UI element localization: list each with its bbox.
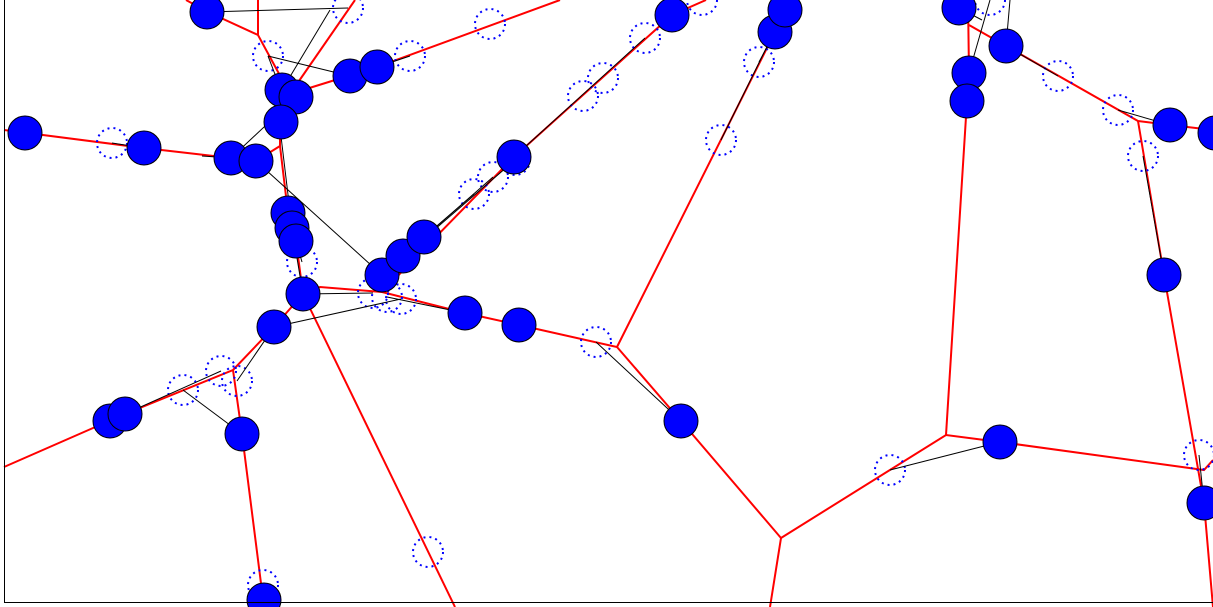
ghost-node bbox=[874, 454, 906, 486]
ghost-node bbox=[458, 178, 490, 210]
ghost-node bbox=[705, 124, 737, 156]
edge-line bbox=[289, 0, 561, 95]
node bbox=[654, 0, 690, 33]
node bbox=[949, 83, 985, 119]
ghost-node bbox=[252, 40, 284, 72]
node bbox=[285, 276, 321, 312]
ghost-node bbox=[412, 536, 444, 568]
ghost-node bbox=[474, 8, 506, 40]
node bbox=[7, 115, 43, 151]
node bbox=[238, 143, 274, 179]
displacement-arrow bbox=[889, 442, 1000, 471]
node bbox=[767, 0, 803, 28]
node bbox=[256, 309, 292, 345]
node bbox=[982, 424, 1018, 460]
displacement-arrow bbox=[1142, 155, 1164, 275]
ghost-node bbox=[974, 0, 1006, 16]
ghost-node bbox=[743, 46, 775, 78]
node bbox=[224, 416, 260, 452]
node bbox=[988, 28, 1024, 64]
node bbox=[1146, 257, 1182, 293]
node bbox=[496, 139, 532, 175]
ghost-node bbox=[385, 283, 417, 315]
ghost-node bbox=[286, 246, 318, 278]
ghost-node bbox=[247, 569, 279, 601]
ghost-node bbox=[167, 374, 199, 406]
ghost-node bbox=[567, 80, 599, 112]
ghost-node bbox=[1183, 439, 1213, 471]
node bbox=[263, 104, 299, 140]
displacement-arrow bbox=[274, 298, 402, 327]
ghost-node bbox=[1102, 94, 1134, 126]
node bbox=[246, 582, 282, 607]
ghost-node bbox=[96, 127, 128, 159]
node bbox=[278, 223, 314, 259]
edge-line bbox=[302, 293, 456, 607]
ghost-node bbox=[205, 355, 237, 387]
edge-line bbox=[1137, 120, 1213, 607]
ghost-node bbox=[1042, 60, 1074, 92]
node bbox=[663, 403, 699, 439]
node bbox=[359, 49, 395, 85]
displacement-arrow bbox=[125, 370, 222, 414]
displacement-arrow bbox=[595, 341, 681, 421]
node bbox=[1186, 485, 1213, 521]
node bbox=[406, 219, 442, 255]
node bbox=[941, 0, 977, 26]
edge-layer bbox=[3, 0, 1213, 607]
node bbox=[1152, 107, 1188, 143]
displacement-arrow bbox=[514, 37, 646, 157]
node bbox=[1197, 115, 1213, 151]
edge-line bbox=[616, 0, 786, 348]
ghost-node bbox=[580, 326, 612, 358]
edge-line bbox=[381, 0, 707, 293]
displacement-arrow bbox=[207, 7, 349, 12]
ghost-node bbox=[394, 40, 426, 72]
ghost-node bbox=[477, 161, 509, 193]
ghost-node bbox=[357, 277, 389, 309]
ghost-node bbox=[221, 365, 253, 397]
node bbox=[501, 307, 537, 343]
ghost-node bbox=[371, 281, 403, 313]
node bbox=[107, 396, 143, 432]
node-layer bbox=[7, 0, 1213, 607]
displacement-arrow bbox=[255, 160, 382, 275]
ghost-node bbox=[587, 62, 619, 94]
node bbox=[447, 295, 483, 331]
ghost-node bbox=[332, 0, 364, 24]
node bbox=[126, 130, 162, 166]
edge-line bbox=[289, 0, 356, 95]
ghost-node bbox=[1127, 140, 1159, 172]
node bbox=[189, 0, 225, 30]
ghost-node bbox=[629, 22, 661, 54]
ghost-node-layer bbox=[96, 0, 1213, 601]
